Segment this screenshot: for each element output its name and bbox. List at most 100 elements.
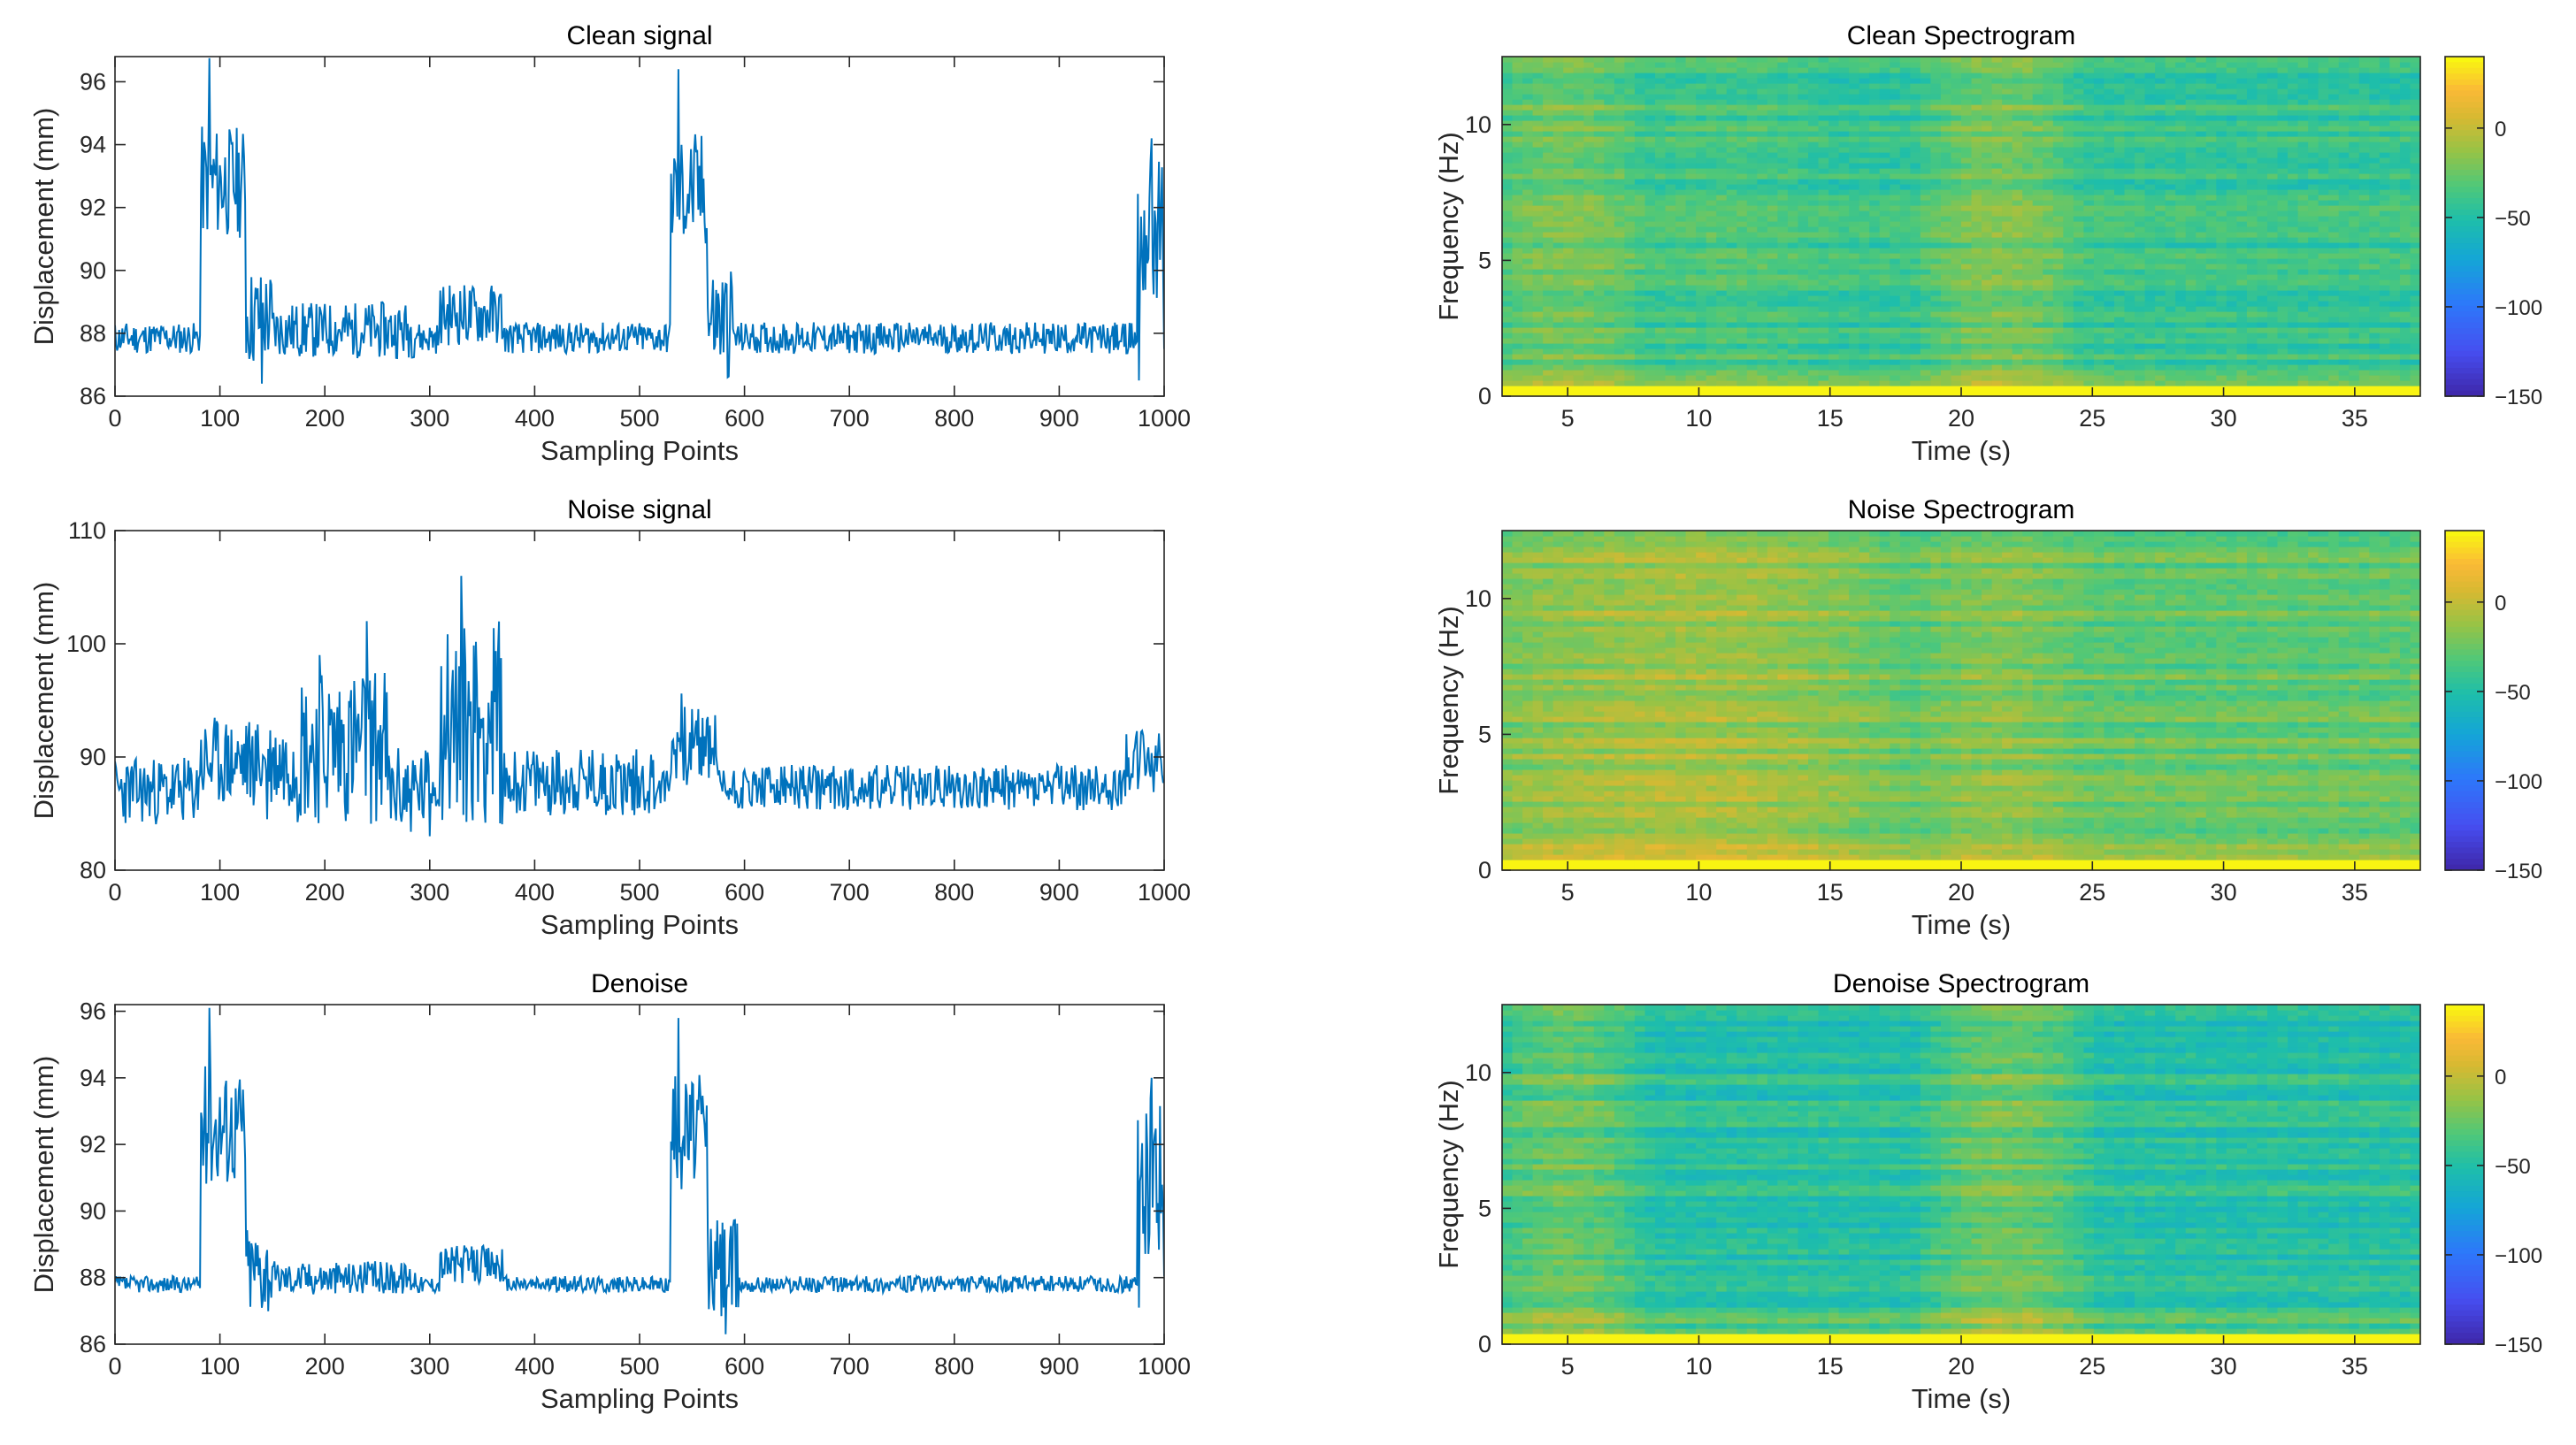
x-tick-label: 30 [2211,1353,2237,1380]
y-axis-label: Frequency (Hz) [1433,132,1464,321]
x-axis-label: Sampling Points [540,1383,739,1414]
x-tick-label: 15 [1817,405,1844,432]
x-axis-label: Sampling Points [540,909,739,940]
y-axis-label: Frequency (Hz) [1433,1080,1464,1269]
x-tick-label: 500 [619,879,659,906]
y-tick-label: 110 [68,517,106,544]
x-tick-label: 0 [108,879,121,906]
x-tick-label: 10 [1685,879,1712,906]
colorbar-tick-label: −50 [2495,681,2531,705]
colorbar-tick-label: −50 [2495,1155,2531,1179]
y-tick-label: 0 [1478,383,1491,409]
x-axis-label: Time (s) [1912,435,2012,466]
x-tick-label: 500 [619,1353,659,1380]
y-tick-label: 0 [1478,1331,1491,1357]
y-tick-label: 80 [80,857,106,883]
x-tick-label: 400 [515,1353,555,1380]
x-tick-label: 100 [200,405,240,432]
x-tick-label: 800 [934,879,974,906]
x-tick-label: 25 [2079,405,2105,432]
plot-frame [115,1005,1164,1344]
y-axis-label: Frequency (Hz) [1433,606,1464,795]
x-tick-label: 200 [305,405,345,432]
colorbar: 0−50−100−150 [2445,1005,2542,1357]
figure: 0 100 200 300 400 500 600 700 800 900 100086889092… [0,0,2576,1445]
x-tick-label: 20 [1948,879,1974,906]
x-tick-label: 600 [724,405,764,432]
x-tick-label: 10 [1685,1353,1712,1380]
y-tick-label: 94 [80,132,106,158]
y-tick-label: 96 [80,998,106,1025]
line-chart-denoise_signal: 0 100 200 300 400 500 600 700 800 900 100086889092… [28,969,1191,1414]
x-tick-label: 100 [200,1353,240,1380]
colorbar: 0−50−100−150 [2445,57,2542,409]
y-tick-label: 100 [66,631,106,657]
x-tick-label: 25 [2079,1353,2105,1380]
y-tick-label: 10 [1465,1059,1491,1086]
chart-title: Denoise [591,969,688,998]
heatmap-cells [1502,1005,2421,1345]
chart-title: Clean signal [566,21,712,50]
y-tick-label: 90 [80,744,106,770]
x-tick-label: 300 [410,405,449,432]
colorbar-tick-label: 0 [2495,592,2506,615]
x-tick-label: 5 [1561,405,1575,432]
chart-title: Noise Spectrogram [1848,495,2075,524]
x-axis-label: Time (s) [1912,1383,2012,1414]
y-tick-label: 86 [80,1331,106,1357]
x-tick-label: 400 [515,879,555,906]
x-tick-label: 800 [934,405,974,432]
heatmap-cells [1502,57,2421,397]
x-tick-label: 30 [2211,405,2237,432]
x-tick-label: 10 [1685,405,1712,432]
colorbar-tick-label: −100 [2495,296,2542,320]
x-tick-label: 15 [1817,879,1844,906]
chart-title: Noise signal [567,495,711,524]
x-tick-label: 300 [410,1353,449,1380]
y-tick-label: 5 [1478,1195,1491,1221]
line-chart-clean_signal: 0 100 200 300 400 500 600 700 800 900 100086889092… [28,21,1191,466]
series-line [115,58,1164,384]
y-tick-label: 94 [80,1065,106,1091]
plot-frame [115,57,1164,396]
x-tick-label: 30 [2211,879,2237,906]
colorbar-tick-label: −150 [2495,1334,2542,1357]
y-tick-label: 96 [80,68,106,95]
x-tick-label: 35 [2342,1353,2368,1380]
y-tick-label: 92 [80,1131,106,1158]
x-tick-label: 700 [830,1353,870,1380]
x-tick-label: 500 [619,405,659,432]
x-tick-label: 200 [305,879,345,906]
colorbar-tick-label: −150 [2495,386,2542,409]
y-tick-label: 5 [1478,721,1491,747]
x-tick-label: 20 [1948,1353,1974,1380]
colorbar-tick-label: −150 [2495,860,2542,883]
x-tick-label: 900 [1039,405,1079,432]
y-tick-label: 88 [80,320,106,347]
y-tick-label: 0 [1478,857,1491,883]
x-axis-label: Sampling Points [540,435,739,466]
x-tick-label: 1000 [1138,879,1191,906]
x-tick-label: 300 [410,879,449,906]
x-tick-label: 600 [724,1353,764,1380]
x-tick-label: 100 [200,879,240,906]
x-axis-label: Time (s) [1912,909,2012,940]
x-tick-label: 600 [724,879,764,906]
x-tick-label: 25 [2079,879,2105,906]
x-tick-label: 900 [1039,1353,1079,1380]
heatmap-cells [1502,531,2421,871]
y-axis-label: Displacement (mm) [28,582,59,820]
x-tick-label: 700 [830,879,870,906]
colorbar-tick-label: 0 [2495,1066,2506,1089]
x-tick-label: 35 [2342,879,2368,906]
colorbar: 0 −50 −100 −150 [2445,531,2542,883]
colorbar-tick-label: −100 [2495,770,2542,794]
chart-title: Denoise Spectrogram [1833,969,2089,998]
y-tick-label: 88 [80,1265,106,1291]
y-axis-label: Displacement (mm) [28,108,59,346]
x-tick-label: 400 [515,405,555,432]
x-tick-label: 800 [934,1353,974,1380]
